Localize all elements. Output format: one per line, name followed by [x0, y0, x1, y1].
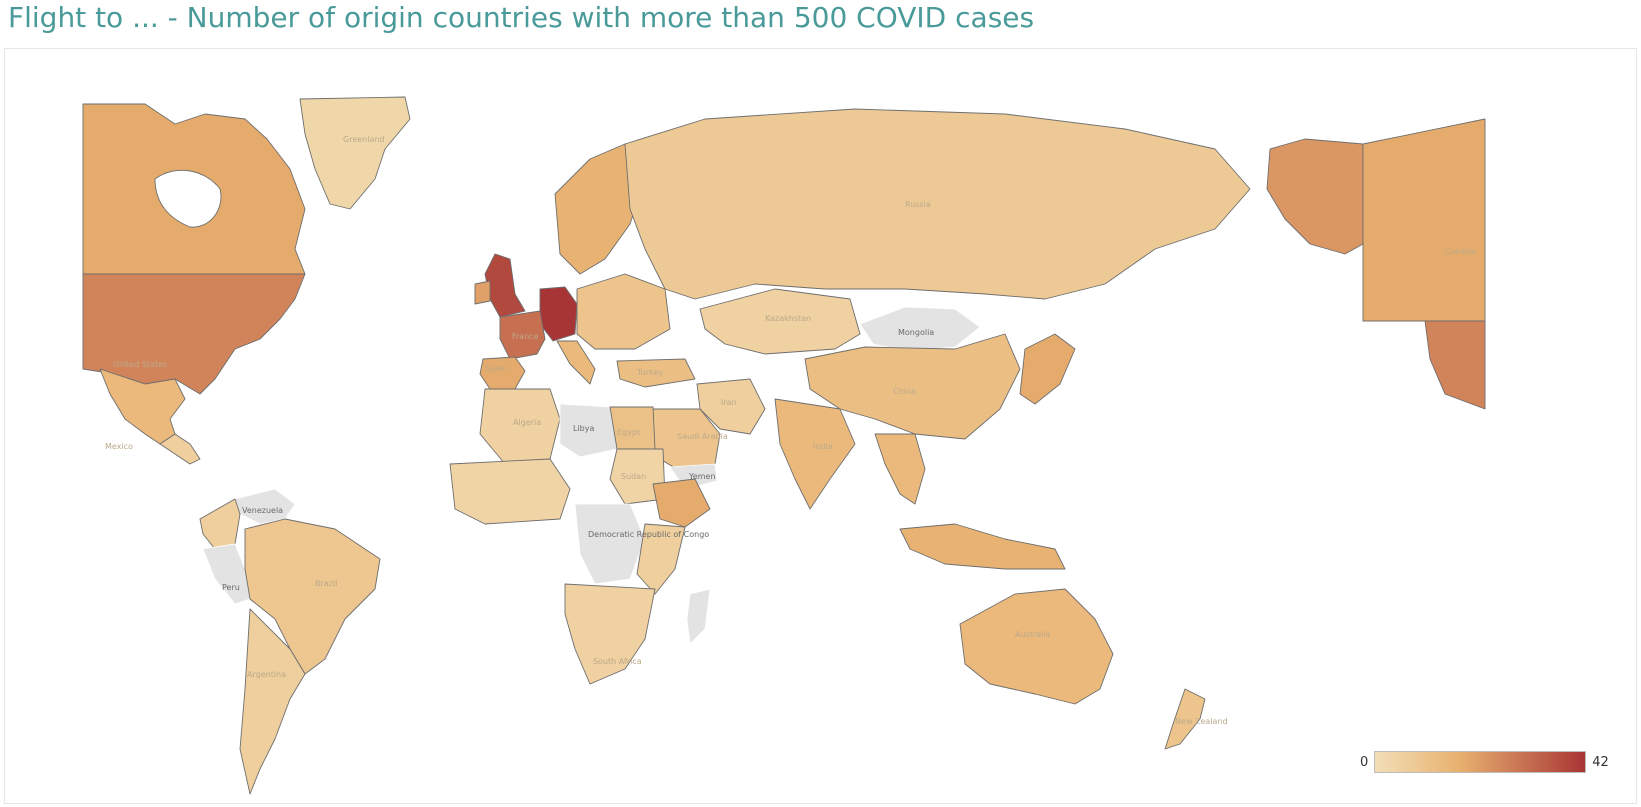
- page-title: Flight to ... - Number of origin countri…: [8, 1, 1035, 34]
- region-france[interactable]: [499, 310, 546, 360]
- world-map[interactable]: Greenland Russia Mongolia Kazakhstan Lib…: [5, 49, 1636, 803]
- region-greenland[interactable]: [299, 96, 411, 210]
- label-canada: Canada: [1445, 247, 1476, 256]
- region-india[interactable]: [774, 398, 856, 510]
- label-brazil: Brazil: [315, 579, 337, 588]
- label-kazakhstan: Kazakhstan: [765, 314, 811, 323]
- label-drc: Democratic Republic of Congo: [588, 530, 709, 539]
- region-southern-africa[interactable]: [564, 583, 656, 685]
- region-ethiopia[interactable]: [652, 478, 711, 528]
- label-argentina: Argentina: [247, 670, 286, 679]
- region-peru[interactable]: [202, 543, 251, 605]
- label-algeria: Algeria: [513, 418, 541, 427]
- region-new-zealand[interactable]: [1164, 688, 1206, 750]
- label-russia: Russia: [905, 200, 931, 209]
- label-libya: Libya: [573, 424, 594, 433]
- region-libya[interactable]: [559, 403, 618, 458]
- label-iran: Iran: [721, 398, 737, 407]
- label-south-africa: South Africa: [593, 657, 642, 666]
- label-australia: Australia: [1015, 630, 1050, 639]
- region-scandinavia[interactable]: [554, 143, 646, 275]
- map-canvas[interactable]: Greenland Russia Mongolia Kazakhstan Lib…: [4, 48, 1637, 804]
- label-spain: Spain: [485, 364, 507, 373]
- region-china[interactable]: [804, 333, 1021, 440]
- region-indonesia[interactable]: [899, 523, 1066, 570]
- region-russia[interactable]: [624, 108, 1251, 300]
- label-venezuela: Venezuela: [242, 506, 283, 515]
- label-mexico: Mexico: [105, 442, 133, 451]
- legend-min-label: 0: [1360, 754, 1369, 770]
- color-legend: 0 42: [1360, 751, 1609, 773]
- region-japan[interactable]: [1019, 333, 1076, 405]
- label-india: India: [813, 442, 833, 451]
- label-france: France: [512, 332, 539, 341]
- region-turkey[interactable]: [616, 358, 696, 388]
- region-central-america[interactable]: [159, 433, 201, 465]
- region-united-kingdom[interactable]: [484, 253, 526, 318]
- region-east-africa[interactable]: [636, 523, 686, 595]
- region-canada-east[interactable]: [1362, 118, 1486, 322]
- region-alaska[interactable]: [1266, 138, 1364, 255]
- region-us-west[interactable]: [1424, 320, 1486, 410]
- label-greenland: Greenland: [343, 135, 385, 144]
- region-ireland[interactable]: [474, 280, 491, 305]
- region-southeast-asia[interactable]: [874, 433, 926, 505]
- label-egypt: Egypt: [617, 428, 640, 437]
- region-mongolia[interactable]: [859, 306, 981, 352]
- region-kazakhstan[interactable]: [699, 288, 861, 355]
- legend-max-label: 42: [1592, 754, 1609, 770]
- region-colombia[interactable]: [199, 498, 241, 550]
- hudson-bay: [154, 169, 222, 228]
- region-drc[interactable]: [574, 503, 646, 585]
- region-germany[interactable]: [539, 286, 578, 342]
- label-china: China: [893, 387, 916, 396]
- label-yemen: Yemen: [688, 472, 716, 481]
- region-eastern-europe[interactable]: [576, 273, 671, 350]
- legend-gradient-bar: [1374, 751, 1587, 773]
- region-brazil[interactable]: [244, 518, 381, 675]
- label-peru: Peru: [222, 583, 240, 592]
- region-australia[interactable]: [959, 588, 1114, 705]
- label-mongolia: Mongolia: [898, 328, 934, 337]
- label-sudan: Sudan: [621, 472, 646, 481]
- region-italy[interactable]: [556, 340, 596, 385]
- region-spain[interactable]: [479, 356, 526, 390]
- region-sudan[interactable]: [609, 448, 666, 505]
- region-west-africa[interactable]: [449, 458, 571, 525]
- region-madagascar[interactable]: [686, 588, 711, 645]
- label-us: United States: [113, 360, 167, 369]
- region-argentina[interactable]: [239, 608, 306, 795]
- label-saudi: Saudi Arabia: [677, 432, 728, 441]
- label-turkey: Turkey: [636, 368, 663, 377]
- label-nz: New Zealand: [1175, 717, 1228, 726]
